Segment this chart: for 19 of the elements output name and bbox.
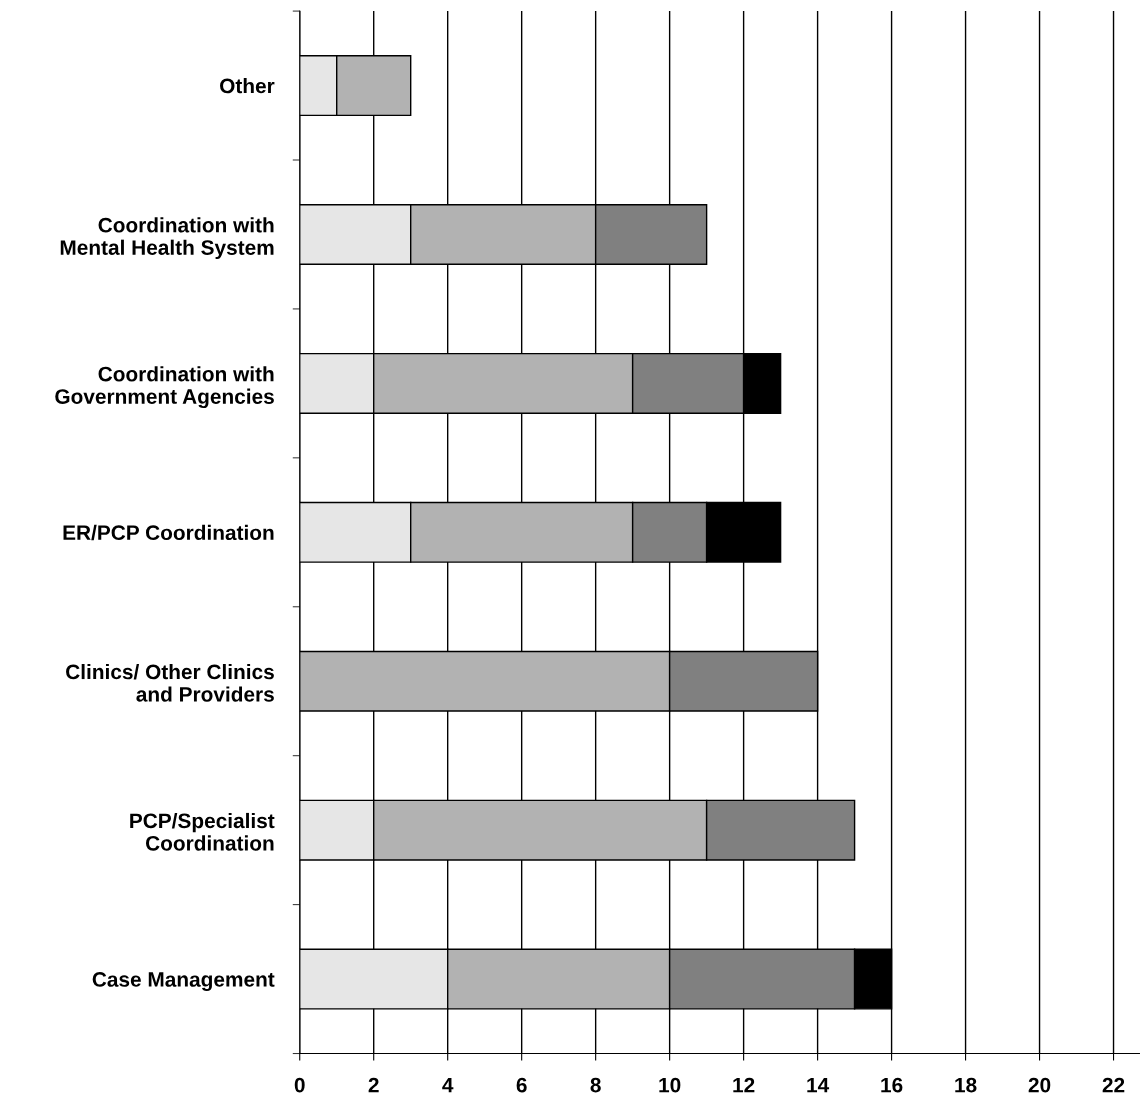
x-tick-label: 18	[955, 1077, 977, 1093]
x-tick-label: 6	[516, 1077, 527, 1093]
x-tick-label: 22	[1102, 1077, 1125, 1093]
x-tick-label: 12	[733, 1077, 755, 1093]
x-tick-label: 4	[442, 1077, 454, 1093]
x-tick-label: 2	[368, 1077, 379, 1093]
x-tick-label: 8	[590, 1077, 601, 1093]
y-tick-label: Case Management	[92, 972, 275, 992]
y-tick-label: Coordination with Mental Health System	[60, 217, 274, 260]
x-tick-label: 10	[659, 1077, 681, 1093]
x-tick-label: 0	[294, 1077, 305, 1093]
y-tick-label: Clinics/ Other Clinics and Providers	[66, 663, 274, 702]
y-tick-label: PCP/Specialist Coordination	[130, 812, 275, 851]
y-tick-label: Other	[220, 78, 275, 94]
x-tick-label: 14	[807, 1077, 830, 1093]
y-tick-label: ER/PCP Coordination	[63, 524, 274, 541]
x-tick-label: 16	[881, 1077, 903, 1093]
y-tick-label: Coordination with Government Agencies	[55, 366, 274, 409]
x-tick-label: 20	[1028, 1077, 1051, 1093]
